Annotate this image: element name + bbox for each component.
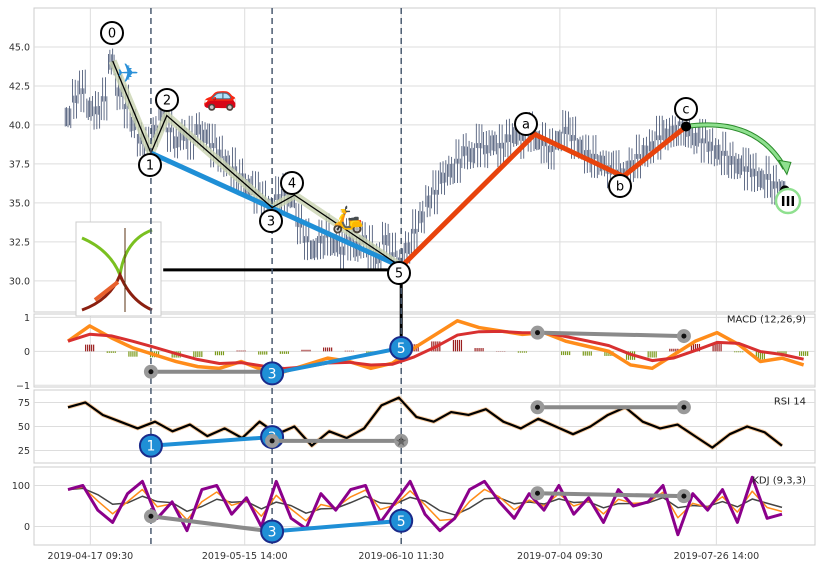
wave-label-1: 1 bbox=[146, 159, 154, 174]
rsi-panel-y-tick-label: 75 bbox=[18, 398, 30, 409]
macd-blue-divergence-line bbox=[271, 345, 402, 376]
macd-panel-y-tick-label: −1 bbox=[16, 381, 30, 392]
macd-gray-divergence-line bbox=[537, 330, 684, 339]
wave-label-circle bbox=[774, 187, 802, 215]
wave-label-circle bbox=[100, 21, 124, 45]
rsi-divergence-dot bbox=[398, 438, 404, 444]
kdj-j-line bbox=[67, 475, 783, 537]
rsi-divergence-point bbox=[138, 433, 163, 458]
kdj-divergence-dot bbox=[535, 490, 541, 496]
inset-orange-stroke bbox=[93, 280, 120, 302]
wave-label-2: 2 bbox=[163, 94, 171, 109]
macd-line bbox=[66, 319, 805, 374]
wave-c-dot bbox=[681, 121, 692, 132]
kdj-panel-y-tick-label: 100 bbox=[12, 481, 30, 492]
trend-line-1-5 bbox=[149, 150, 403, 270]
kdj-divergence-label: 3 bbox=[268, 524, 277, 540]
rsi-panel-y-tick-label: 50 bbox=[18, 422, 30, 433]
wave-label-5: 5 bbox=[395, 267, 403, 282]
kdj-gray-divergence-line bbox=[150, 514, 273, 534]
projection-arrow bbox=[685, 123, 787, 170]
x-tick-label: 2019-06-10 11:30 bbox=[358, 551, 444, 562]
wave-label-circle bbox=[280, 171, 304, 195]
macd-panel-label: MACD (12,26,9) bbox=[727, 314, 806, 325]
kdj-gray-divergence-line bbox=[537, 491, 684, 499]
airplane-icon: ✈ bbox=[117, 59, 139, 89]
price-panel-y-tick-label: 42.5 bbox=[9, 81, 30, 92]
rsi-line bbox=[67, 396, 783, 449]
price-panel-y-tick-label: 32.5 bbox=[9, 237, 30, 248]
car-icon: 🚗 bbox=[203, 79, 238, 112]
wave-label-b: b bbox=[616, 180, 624, 195]
kdj-blue-divergence-line bbox=[271, 518, 402, 534]
price-panel-y-tick-label: 40.0 bbox=[9, 120, 30, 131]
price-panel-y-tick-label: 45.0 bbox=[9, 42, 30, 53]
rsi-blue-divergence-line bbox=[150, 435, 273, 448]
inset-logo-image bbox=[75, 221, 162, 317]
kdj-panel-label: KDJ (9,3,3) bbox=[752, 475, 806, 486]
wave-label-circle bbox=[387, 261, 411, 285]
wave-label-circle bbox=[608, 174, 632, 198]
projection-arrowhead bbox=[777, 159, 792, 176]
kdj-divergence-dot bbox=[148, 513, 154, 519]
x-tick-label: 2019-04-17 09:30 bbox=[48, 551, 134, 562]
inset-red-curve bbox=[81, 270, 153, 312]
scooter-icon: 🛵 bbox=[332, 205, 364, 235]
macd-divergence-label: 5 bbox=[397, 341, 406, 357]
rsi-panel-label: RSI 14 bbox=[774, 396, 806, 407]
macd-divergence-point bbox=[260, 361, 285, 386]
rsi-divergence-dot bbox=[269, 438, 275, 444]
wave-label-3: 3 bbox=[267, 215, 275, 230]
macd-divergence-dot bbox=[148, 369, 154, 375]
x-tick-label: 2019-07-04 09:30 bbox=[517, 551, 603, 562]
macd-divergence-dot bbox=[681, 333, 687, 339]
rsi-panel-y-tick-label: 25 bbox=[18, 446, 30, 457]
wave-label-circle bbox=[259, 209, 283, 233]
wave-label-a: a bbox=[522, 118, 530, 133]
rsi-divergence-dot bbox=[681, 404, 687, 410]
wave-label-c: c bbox=[682, 103, 689, 118]
kdj-divergence-point bbox=[260, 519, 285, 544]
price-panel-y-tick-label: 37.5 bbox=[9, 159, 30, 170]
macd-panel-y-tick-label: 0 bbox=[24, 347, 30, 358]
wave-label-0: 0 bbox=[108, 27, 116, 42]
kdj-divergence-label: 5 bbox=[397, 514, 406, 530]
macd-signal-line bbox=[67, 329, 804, 371]
corrective-wave-line bbox=[399, 124, 688, 269]
kdj-divergence-point bbox=[389, 508, 414, 533]
wave-label-circle bbox=[514, 112, 538, 136]
rsi-divergence-dot bbox=[535, 404, 541, 410]
wave-label-circle bbox=[674, 97, 698, 121]
wave-label-circle bbox=[155, 88, 179, 112]
x-tick-label: 2019-05-15 14:00 bbox=[202, 551, 288, 562]
macd-panel-y-tick-label: 1 bbox=[24, 313, 30, 324]
rsi-divergence-label: 1 bbox=[146, 439, 155, 455]
kdj-panel-y-tick-label: 0 bbox=[24, 522, 30, 533]
macd-divergence-point bbox=[389, 335, 414, 360]
rsi-star-marker: ★ bbox=[395, 434, 408, 450]
macd-divergence-label: 3 bbox=[268, 366, 277, 382]
wave-label-circle bbox=[138, 153, 162, 177]
price-panel-y-tick-label: 35.0 bbox=[9, 198, 30, 209]
price-panel-y-tick-label: 30.0 bbox=[9, 276, 30, 287]
kdj-divergence-dot bbox=[681, 493, 687, 499]
wave-label-4: 4 bbox=[288, 177, 296, 192]
wave-label-III: III bbox=[781, 195, 796, 210]
impulse-wave-line bbox=[112, 60, 402, 268]
x-tick-label: 2019-07-26 14:00 bbox=[674, 551, 760, 562]
macd-divergence-dot bbox=[535, 330, 541, 336]
